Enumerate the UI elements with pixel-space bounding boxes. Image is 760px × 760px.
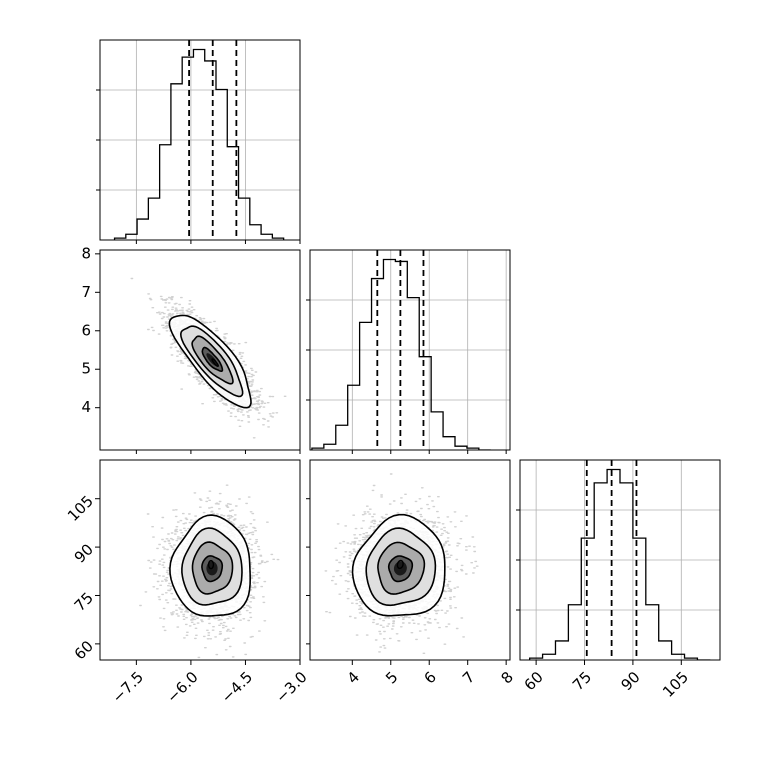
x-tick-label-0-1: −6.0 (163, 668, 201, 706)
panel-frame (309, 459, 511, 661)
x-tick-label-0-3: −3.0 (272, 668, 310, 706)
x-tick-label-1-0: 4 (344, 668, 363, 687)
joint-panel-1-2 (309, 459, 511, 661)
contour-inner (396, 559, 404, 570)
histogram-outline (529, 468, 711, 660)
y-tick-label-2-1: 75 (71, 589, 97, 615)
x-tick-label-2-0: 60 (521, 668, 547, 694)
x-tick-label-1-4: 8 (497, 668, 516, 687)
y-tick-label-2-0: 60 (71, 637, 97, 663)
x-tick-label-2-1: 75 (569, 668, 595, 694)
x-tick-label-2-2: 90 (617, 668, 643, 694)
x-tick-label-0-2: −4.5 (218, 668, 256, 706)
y-tick-label-1-4: 8 (81, 244, 91, 262)
panel-frame (99, 249, 301, 451)
x-tick-label-1-2: 6 (421, 668, 440, 687)
y-tick-label-1-2: 6 (81, 321, 91, 339)
joint-panel-0-2 (99, 459, 301, 661)
panel-frame (99, 459, 301, 661)
x-tick-label-2-3: 105 (659, 668, 692, 701)
joint-plot-area (139, 484, 280, 659)
contour-inner (211, 358, 219, 367)
x-tick-label-1-3: 7 (459, 668, 478, 687)
histogram-outline (311, 258, 491, 450)
x-tick-label-1-1: 5 (382, 668, 401, 687)
joint-plot-area (324, 473, 479, 654)
histogram-outline (113, 48, 285, 240)
panel-frame (309, 249, 511, 451)
panel-frame (519, 459, 721, 661)
histogram-panel-1 (306, 249, 511, 451)
y-tick-label-1-0: 4 (81, 398, 91, 416)
joint-plot-area (130, 277, 287, 439)
y-tick-label-1-3: 7 (81, 283, 91, 301)
y-tick-label-2-2: 90 (71, 540, 97, 566)
y-tick-label-1-1: 5 (81, 360, 91, 378)
x-tick-label-0-0: −7.5 (109, 668, 147, 706)
histogram-panel-2 (516, 459, 721, 661)
joint-panel-0-1 (99, 249, 301, 451)
panel-frame (99, 39, 301, 241)
contour-inner (207, 559, 215, 570)
histogram-panel-0 (96, 39, 301, 241)
y-tick-label-2-3: 105 (64, 492, 97, 525)
